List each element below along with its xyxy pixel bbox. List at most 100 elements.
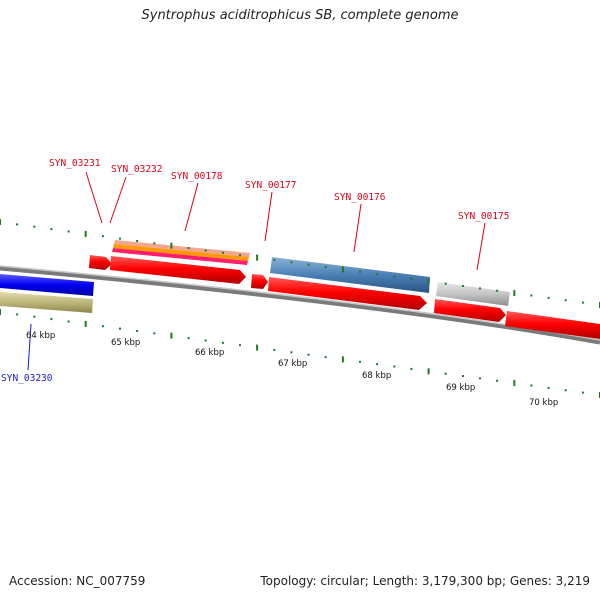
scale-label-65kbp: 65 kbp — [111, 338, 140, 348]
gene-feature-red-right-b[interactable] — [505, 311, 600, 339]
gene-label-syn-03232[interactable]: SYN_03232 — [111, 164, 162, 175]
lower-scale-minor-tick — [119, 327, 121, 330]
gene-feature-syn-00175[interactable] — [436, 282, 510, 306]
upper-scale-minor-tick — [547, 296, 550, 299]
gene-feature-magenta-band[interactable] — [112, 248, 248, 265]
lower-scale-minor-tick — [359, 360, 361, 363]
lower-scale-minor-tick — [153, 332, 156, 335]
scale-label-68kbp: 68 kbp — [362, 371, 391, 381]
upper-scale-minor-tick — [136, 240, 139, 242]
scale-label-64kbp: 64 kbp — [26, 331, 55, 341]
tick-marks — [0, 219, 600, 398]
lower-scale-major-tick — [170, 332, 173, 339]
upper-scale-minor-tick — [50, 228, 53, 231]
gene-feature-olive[interactable] — [0, 292, 93, 313]
upper-scale-major-tick — [513, 290, 516, 297]
lower-scale-minor-tick — [16, 313, 19, 316]
upper-scale-minor-tick — [496, 289, 499, 292]
upper-scale-major-tick — [0, 219, 1, 225]
gene-label-syn-00178[interactable]: SYN_00178 — [171, 171, 223, 182]
upper-scale-minor-tick — [119, 237, 121, 240]
genome-backbone — [0, 265, 600, 345]
gene-label-syn-03231[interactable]: SYN_03231 — [49, 158, 101, 169]
upper-scale-minor-tick — [376, 273, 379, 276]
lower-scale-minor-tick — [221, 341, 224, 344]
callout-syn-00176 — [353, 203, 362, 253]
upper-scale-minor-tick — [16, 223, 19, 226]
upper-scale-minor-tick — [393, 275, 396, 278]
gene-feature-syn-03232[interactable] — [114, 240, 250, 257]
upper-scale-minor-tick — [410, 277, 413, 280]
lower-scale-major-tick — [0, 309, 1, 315]
lower-scale-minor-tick — [547, 386, 550, 389]
upper-scale-major-tick — [341, 266, 344, 273]
upper-scale-minor-tick — [530, 294, 533, 297]
lower-scale-major-tick — [256, 344, 259, 351]
upper-scale-minor-tick — [239, 254, 241, 257]
upper-scale-minor-tick — [101, 235, 104, 238]
upper-scale-minor-tick — [273, 258, 276, 261]
gene-label-syn-03230[interactable]: SYN_03230 — [1, 373, 53, 384]
upper-scale-minor-tick — [324, 266, 327, 269]
gene-feature-red-right-a[interactable] — [434, 299, 506, 322]
gene-label-syn-00176[interactable]: SYN_00176 — [334, 192, 386, 203]
scale-label-70kbp: 70 kbp — [529, 398, 558, 408]
upper-scale-minor-tick — [153, 242, 156, 245]
upper-scale-minor-tick — [359, 270, 361, 273]
callout-syn-00178 — [184, 182, 199, 232]
scale-label-66kbp: 66 kbp — [195, 348, 224, 358]
gene-feature-syn-03231[interactable] — [89, 255, 112, 270]
lower-scale-minor-tick — [324, 356, 327, 359]
lower-scale-minor-tick — [496, 379, 499, 382]
lower-scale-minor-tick — [410, 367, 413, 370]
lower-scale-minor-tick — [479, 377, 481, 380]
map-title: Syntrophus aciditrophicus SB, complete g… — [141, 8, 459, 23]
gene-feature-orange-band[interactable] — [113, 244, 249, 261]
gene-feature-syn-00176[interactable] — [270, 257, 430, 293]
upper-scale-minor-tick — [221, 251, 224, 254]
gene-feature-syn-03230[interactable] — [0, 274, 94, 296]
lower-scale-minor-tick — [33, 315, 36, 318]
lower-scale-minor-tick — [67, 320, 70, 323]
callout-syn-00175 — [476, 222, 486, 271]
gene-feature-syn-00177[interactable] — [251, 274, 268, 289]
lower-scale-minor-tick — [187, 337, 190, 340]
gene-feature-syn-00178[interactable] — [110, 256, 246, 284]
callout-syn-03232 — [109, 176, 127, 224]
upper-scale-minor-tick — [307, 263, 310, 266]
upper-scale-minor-tick — [204, 249, 207, 252]
upper-scale-minor-tick — [67, 230, 70, 233]
upper-scale-minor-tick — [581, 301, 584, 304]
lower-scale-major-tick — [427, 368, 430, 375]
upper-scale-minor-tick — [479, 287, 481, 290]
gene-label-syn-00175[interactable]: SYN_00175 — [458, 211, 509, 222]
callout-syn-00177 — [264, 191, 273, 242]
lower-scale-minor-tick — [273, 348, 276, 351]
callout-syn-03231 — [85, 171, 103, 224]
upper-scale-minor-tick — [444, 282, 447, 285]
gene-label-syn-00177[interactable]: SYN_00177 — [245, 180, 296, 191]
genome-summary-text: Topology: circular; Length: 3,179,300 bp… — [260, 574, 590, 588]
lower-scale-major-tick — [84, 320, 87, 327]
scale-label-67kbp: 67 kbp — [278, 359, 307, 369]
upper-scale-minor-tick — [33, 225, 36, 228]
gene-feature-red-long[interactable] — [268, 277, 427, 310]
upper-scale-major-tick — [84, 230, 87, 237]
lower-scale-minor-tick — [444, 372, 447, 375]
scale-label-69kbp: 69 kbp — [446, 383, 475, 393]
upper-scale-major-tick — [427, 278, 430, 285]
lower-scale-minor-tick — [564, 389, 567, 392]
lower-scale-minor-tick — [376, 363, 379, 366]
lower-scale-minor-tick — [204, 339, 207, 342]
lower-scale-minor-tick — [393, 365, 396, 368]
lower-scale-major-tick — [513, 380, 516, 387]
upper-scale-minor-tick — [290, 261, 293, 264]
lower-scale-minor-tick — [136, 330, 139, 332]
lower-scale-minor-tick — [50, 318, 53, 321]
lower-scale-minor-tick — [101, 325, 104, 328]
lower-scale-minor-tick — [290, 351, 293, 354]
lower-scale-minor-tick — [461, 375, 464, 377]
upper-scale-major-tick — [256, 254, 259, 261]
lower-scale-minor-tick — [307, 353, 310, 356]
